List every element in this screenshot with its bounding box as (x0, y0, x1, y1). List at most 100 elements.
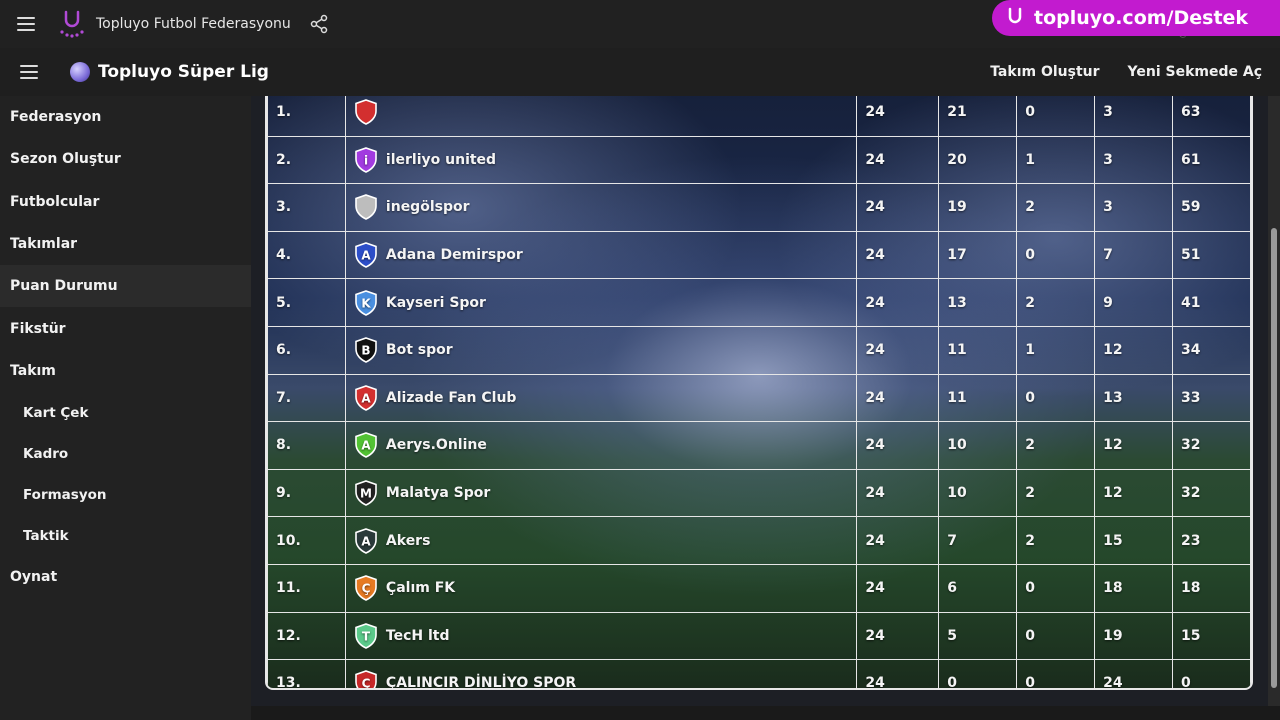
stadium-background: 1. 24 21 0 3 63 2. i ilerliyo united 24 20 1 3 61 3. in… (265, 96, 1253, 690)
team-badge-letter: K (361, 296, 371, 310)
team-cell: A Aerys.Online (344, 421, 858, 470)
team-cell: A Alizade Fan Club (344, 373, 858, 423)
team-name[interactable]: Akers (385, 532, 431, 549)
create-team-link[interactable]: Takım Oluştur (990, 64, 1100, 80)
draws-cell: 2 (1016, 183, 1096, 232)
table-row[interactable]: 12. T TecH ltd 24 5 0 19 15 (267, 611, 1251, 661)
team-badge-letter: i (364, 153, 368, 167)
played-cell: 24 (856, 325, 940, 375)
table-row[interactable]: 4. A Adana Demirspor 24 17 0 7 51 (267, 230, 1251, 280)
sidebar-item-takimlar[interactable]: Takımlar (10, 236, 78, 253)
team-badge-letter: A (361, 439, 371, 453)
draws-cell: 1 (1016, 135, 1096, 185)
team-name[interactable]: TecH ltd (385, 627, 450, 644)
team-badge-letter: T (362, 629, 371, 643)
league-title: Topluyo Süper Lig (98, 62, 269, 82)
draws-cell: 2 (1016, 468, 1096, 518)
scrollbar[interactable] (1268, 96, 1280, 706)
table-row[interactable]: 3. inegölspor 24 19 2 3 59 (267, 183, 1251, 232)
table-row[interactable]: 5. K Kayseri Spor 24 13 2 9 41 (267, 278, 1251, 327)
team-badge-letter: M (360, 487, 372, 501)
team-shield-icon: A (354, 432, 378, 459)
points-cell: 59 (1172, 183, 1251, 232)
table-row[interactable]: 10. A Akers 24 7 2 15 23 (267, 516, 1251, 565)
table-row[interactable]: 8. A Aerys.Online 24 10 2 12 32 (267, 421, 1251, 470)
table-row[interactable]: 11. Ç Çalım FK 24 6 0 18 18 (267, 563, 1251, 613)
share-button[interactable] (307, 12, 331, 36)
losses-cell: 9 (1094, 278, 1174, 327)
draws-cell: 0 (1016, 611, 1096, 661)
wins-cell: 20 (938, 135, 1018, 185)
sidebar-item-federasyon[interactable]: Federasyon (10, 109, 102, 126)
sidebar-item-sezon-olustur[interactable]: Sezon Oluştur (10, 151, 121, 168)
league-menu-button[interactable] (0, 65, 58, 79)
team-shield-icon: i (354, 147, 378, 173)
app-title[interactable]: Topluyo Futbol Federasyonu (96, 16, 291, 32)
points-cell: 15 (1172, 611, 1251, 661)
team-shield-icon: B (354, 337, 378, 364)
points-cell: 61 (1172, 135, 1251, 185)
team-badge-letter: A (361, 249, 371, 263)
wins-cell: 6 (938, 563, 1018, 613)
team-badge-letter: Ç (362, 582, 371, 596)
rank-cell: 6. (267, 325, 346, 375)
scrollbar-thumb[interactable] (1271, 228, 1277, 688)
sidebar-item-fikstur[interactable]: Fikstür (10, 320, 66, 337)
played-cell: 24 (856, 96, 940, 137)
team-name[interactable]: Çalım FK (385, 580, 456, 597)
sidebar-item-formasyon[interactable]: Formasyon (23, 486, 107, 503)
draws-cell: 0 (1016, 230, 1096, 280)
sidebar-item-takim[interactable]: Takım (10, 362, 56, 379)
team-name[interactable]: Kayseri Spor (385, 294, 486, 311)
points-cell: 32 (1172, 468, 1251, 518)
rank-cell: 7. (267, 373, 346, 423)
support-link-banner[interactable]: topluyo.com/Destek (992, 0, 1280, 36)
table-row[interactable]: 6. B Bot spor 24 11 1 12 34 (267, 325, 1251, 375)
team-name[interactable]: Alizade Fan Club (385, 389, 517, 406)
wins-cell: 17 (938, 230, 1018, 280)
wins-cell: 10 (938, 468, 1018, 518)
table-row[interactable]: 13. Ç ÇALINCIR DİNLİYO SPOR 24 0 0 24 0 (267, 659, 1251, 690)
team-badge-letter: A (361, 534, 371, 548)
played-cell: 24 (856, 421, 940, 470)
wins-cell: 0 (938, 659, 1018, 688)
hamburger-menu-button[interactable] (0, 0, 52, 48)
played-cell: 24 (856, 516, 940, 565)
team-name[interactable]: Bot spor (385, 342, 453, 359)
rank-cell: 13. (267, 659, 346, 688)
menu-icon (17, 17, 35, 31)
draws-cell: 2 (1016, 421, 1096, 470)
points-cell: 41 (1172, 278, 1251, 327)
table-row[interactable]: 9. M Malatya Spor 24 10 2 12 32 (267, 468, 1251, 518)
points-cell: 34 (1172, 325, 1251, 375)
team-name[interactable]: Malatya Spor (385, 485, 491, 502)
team-name[interactable]: Aerys.Online (385, 437, 487, 454)
sidebar-item-oynat[interactable]: Oynat (10, 569, 58, 586)
table-row[interactable]: 7. A Alizade Fan Club 24 11 0 13 33 (267, 373, 1251, 423)
sidebar-item-taktik[interactable]: Taktik (23, 527, 69, 544)
sidebar-item-kart-cek[interactable]: Kart Çek (23, 404, 89, 421)
team-cell (344, 96, 858, 137)
team-cell: i ilerliyo united (344, 135, 858, 185)
team-name[interactable]: inegölspor (385, 199, 470, 216)
losses-cell: 24 (1094, 659, 1174, 688)
team-name[interactable]: Adana Demirspor (385, 247, 523, 264)
sidebar-item-kadro[interactable]: Kadro (23, 445, 69, 462)
points-cell: 33 (1172, 373, 1251, 423)
draws-cell: 1 (1016, 325, 1096, 375)
sidebar-item-futbolcular[interactable]: Futbolcular (10, 193, 100, 210)
losses-cell: 3 (1094, 183, 1174, 232)
wins-cell: 13 (938, 278, 1018, 327)
rank-cell: 2. (267, 135, 346, 185)
team-name[interactable]: ÇALINCIR DİNLİYO SPOR (385, 675, 577, 690)
sidebar-item-puan-durumu[interactable]: Puan Durumu (0, 265, 251, 308)
team-badge-letter: A (361, 391, 371, 405)
table-row[interactable]: 1. 24 21 0 3 63 (267, 96, 1251, 137)
losses-cell: 3 (1094, 135, 1174, 185)
team-shield-icon (354, 99, 378, 126)
open-new-tab-link[interactable]: Yeni Sekmede Aç (1127, 64, 1262, 80)
team-cell: A Adana Demirspor (344, 230, 858, 280)
table-row[interactable]: 2. i ilerliyo united 24 20 1 3 61 (267, 135, 1251, 185)
team-name[interactable]: ilerliyo united (385, 151, 497, 168)
team-shield-icon: A (354, 242, 378, 268)
